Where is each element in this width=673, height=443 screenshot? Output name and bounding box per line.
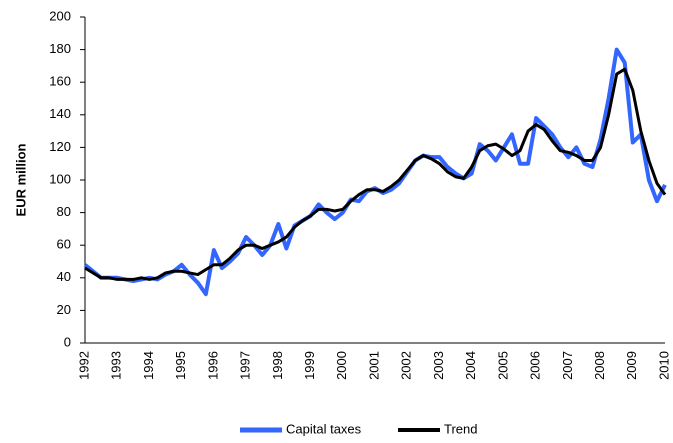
x-tick-label: 2000 [334,351,349,380]
y-tick-label: 80 [57,204,71,219]
x-tick-label: 1999 [302,351,317,380]
legend-label: Trend [444,421,477,436]
y-tick-label: 120 [49,139,71,154]
x-tick-label: 1997 [238,351,253,380]
x-tick-label: 2006 [528,351,543,380]
x-tick-label: 1996 [205,351,220,380]
x-tick-label: 2002 [399,351,414,380]
y-tick-label: 100 [49,171,71,186]
x-tick-label: 1998 [270,351,285,380]
y-tick-label: 160 [49,74,71,89]
y-axis-label: EUR million [13,143,28,216]
y-tick-label: 0 [64,334,71,349]
x-tick-label: 2001 [366,351,381,380]
x-tick-label: 1995 [173,351,188,380]
y-tick-label: 60 [57,237,71,252]
x-tick-label: 1992 [76,351,91,380]
series-line [83,47,667,297]
y-tick-label: 40 [57,269,71,284]
y-tick-label: 20 [57,302,71,317]
y-tick-label: 200 [49,8,71,23]
y-tick-label: 140 [49,106,71,121]
x-tick-label: 2008 [592,351,607,380]
x-tick-label: 1994 [141,351,156,380]
x-tick-label: 2007 [560,351,575,380]
legend-label: Capital taxes [286,421,362,436]
x-tick-label: 2003 [431,351,446,380]
x-tick-label: 2009 [624,351,639,380]
y-tick-label: 180 [49,41,71,56]
x-tick-label: 2004 [463,351,478,380]
x-tick-label: 2005 [495,351,510,380]
x-tick-label: 1993 [109,351,124,380]
series-line [84,67,667,281]
x-tick-label: 2010 [656,351,671,380]
